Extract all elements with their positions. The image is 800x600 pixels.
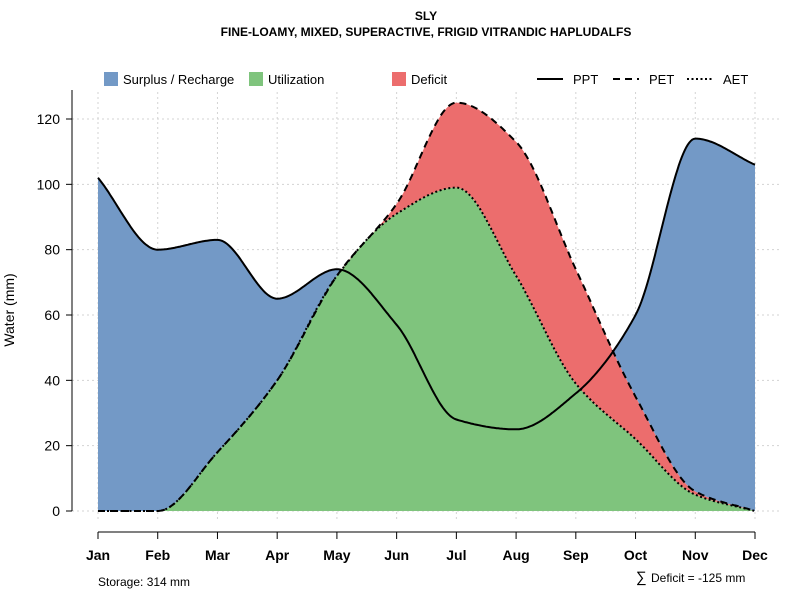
legend-label: AET <box>723 72 748 87</box>
legend-label: Utilization <box>268 72 324 87</box>
y-tick-label: 100 <box>37 176 61 192</box>
series-line-ppt <box>97 137 756 431</box>
legend-label: Surplus / Recharge <box>123 72 234 87</box>
area-fills <box>98 102 755 511</box>
series-line-pet <box>98 101 756 512</box>
y-tick-label: 60 <box>44 307 60 323</box>
chart-subtitle: FINE-LOAMY, MIXED, SUPERACTIVE, FRIGID V… <box>221 25 632 39</box>
x-tick-label: Jan <box>86 547 110 563</box>
legend-label: PET <box>649 72 674 87</box>
x-tick-label: Feb <box>145 547 170 563</box>
deficit-annotation: Deficit = -125 mm <box>651 571 745 585</box>
x-tick-label: Oct <box>624 547 648 563</box>
x-tick-label: Nov <box>682 547 709 563</box>
legend-label: PPT <box>573 72 598 87</box>
legend-swatch <box>392 72 406 86</box>
x-tick-label: Jun <box>384 547 409 563</box>
x-tick-label: Mar <box>205 547 230 563</box>
axes: 0 20 40 60 80 100 120 Jan Feb Mar Apr May Jun Jul Aug S… <box>37 90 768 563</box>
legend-swatch <box>104 72 118 86</box>
sum-symbol: ∑ <box>636 569 647 586</box>
y-axis-label: Water (mm) <box>1 273 17 346</box>
storage-annotation: Storage: 314 mm <box>98 575 190 589</box>
chart-title: SLY <box>415 9 437 23</box>
deficit-area <box>98 102 755 511</box>
legend-swatch <box>249 72 263 86</box>
legend-label: Deficit <box>411 72 448 87</box>
y-tick-label: 40 <box>44 372 60 388</box>
x-tick-label: Jul <box>446 547 466 563</box>
series-lines <box>97 101 756 512</box>
y-tick-label: 0 <box>52 503 60 519</box>
legend: Surplus / Recharge Utilization Deficit PPT P… <box>104 72 748 87</box>
x-tick-label: Apr <box>265 547 290 563</box>
y-tick-label: 20 <box>44 438 60 454</box>
x-tick-label: Sep <box>563 547 589 563</box>
x-tick-label: Aug <box>502 547 529 563</box>
utilization-area <box>98 187 755 511</box>
x-tick-label: Dec <box>742 547 768 563</box>
y-tick-label: 80 <box>44 242 60 258</box>
y-tick-label: 120 <box>37 111 61 127</box>
x-tick-label: May <box>323 547 350 563</box>
